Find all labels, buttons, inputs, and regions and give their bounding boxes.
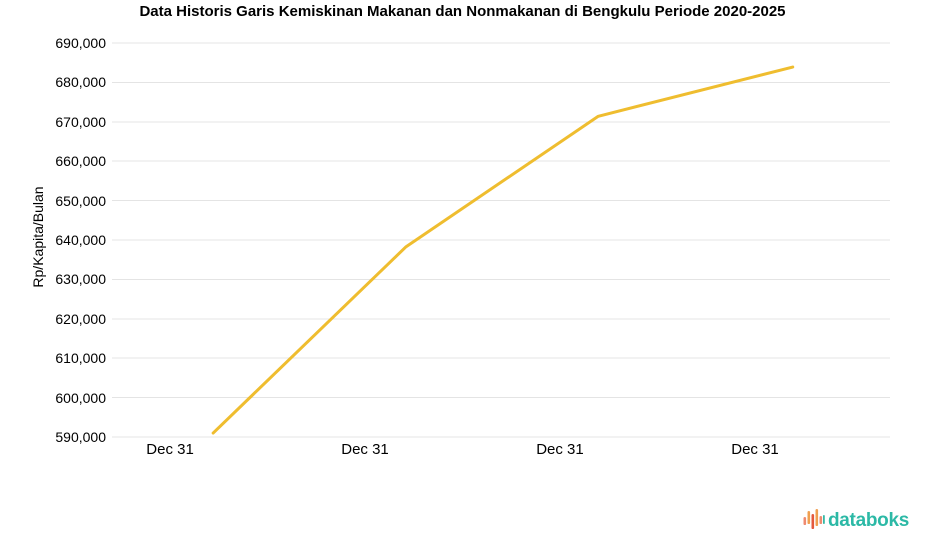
y-tick-label: 680,000 <box>55 74 106 91</box>
x-tick-label: Dec 31 <box>536 441 584 458</box>
y-tick-label: 620,000 <box>55 310 106 327</box>
y-tick-label: 600,000 <box>55 389 106 406</box>
y-tick-label: 610,000 <box>55 350 106 367</box>
y-tick-label: 650,000 <box>55 192 106 209</box>
databoks-logo[interactable]: databoks <box>801 508 909 534</box>
data-line <box>211 65 795 435</box>
y-tick-label: 690,000 <box>55 35 106 51</box>
databoks-logo-text: databoks <box>827 510 909 531</box>
y-tick-label: 660,000 <box>55 153 106 170</box>
y-tick-label: 640,000 <box>55 232 106 248</box>
x-tick-label: Dec 31 <box>731 441 779 458</box>
x-tick-label: Dec 31 <box>341 441 389 458</box>
y-tick-label: 630,000 <box>55 271 106 288</box>
chart-title: Data Historis Garis Kemiskinan Makanan d… <box>139 3 786 20</box>
y-tick-label: 590,000 <box>55 429 106 445</box>
x-tick-label: Dec 31 <box>146 441 194 458</box>
y-tick-label: 670,000 <box>55 113 106 130</box>
databoks-icon <box>803 509 825 529</box>
